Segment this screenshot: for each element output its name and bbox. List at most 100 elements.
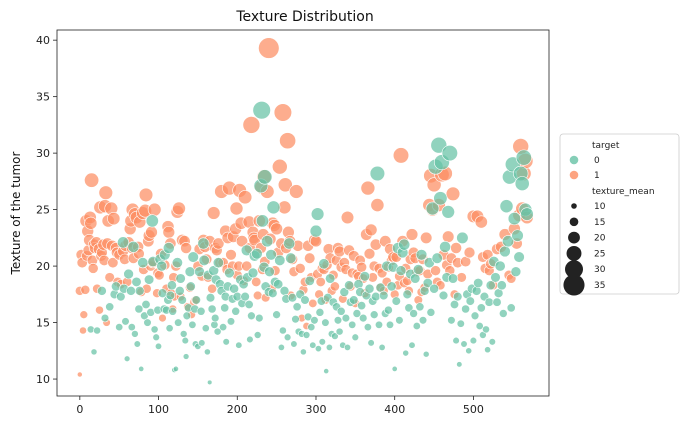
data-point-target-0: [212, 257, 224, 269]
data-point-target-1: [107, 257, 119, 269]
data-point-target-1: [294, 263, 306, 274]
data-point-target-0: [465, 296, 475, 306]
data-point-target-1: [370, 198, 385, 212]
y-tick-label: 35: [36, 91, 50, 104]
data-point-target-0: [422, 277, 433, 289]
data-point-target-0: [253, 331, 262, 339]
data-point-target-0: [166, 280, 177, 291]
data-point-target-0: [310, 207, 325, 221]
data-point-target-0: [315, 308, 325, 317]
data-point-target-1: [445, 186, 461, 201]
data-point-target-0: [484, 346, 492, 354]
data-point-target-0: [409, 309, 418, 318]
data-point-target-1: [329, 281, 340, 292]
data-point-target-0: [395, 316, 404, 325]
data-point-target-1: [248, 234, 261, 247]
data-point-target-1: [356, 261, 368, 273]
chart-title: Texture Distribution: [235, 9, 373, 25]
data-point-target-0: [123, 268, 134, 280]
data-point-target-0: [251, 247, 263, 260]
data-point-target-1: [158, 313, 167, 323]
data-point-target-1: [229, 201, 244, 216]
data-point-target-0: [255, 214, 270, 228]
data-point-target-0: [247, 311, 256, 321]
data-point-target-0: [447, 273, 459, 284]
data-point-target-0: [513, 251, 525, 263]
data-point-target-0: [307, 323, 316, 332]
data-point-target-0: [447, 316, 456, 325]
data-point-target-0: [404, 303, 414, 313]
data-point-target-0: [131, 330, 139, 338]
data-point-target-0: [353, 279, 364, 290]
data-point-target-0: [429, 283, 439, 294]
data-point-target-0: [461, 304, 471, 314]
data-point-target-1: [289, 184, 304, 199]
x-tick-label: 300: [305, 403, 326, 416]
data-point-target-1: [104, 272, 115, 283]
data-point-target-0: [279, 286, 290, 296]
data-point-target-0: [359, 313, 368, 323]
data-point-target-0: [265, 249, 277, 261]
x-tick-label: 200: [227, 403, 248, 416]
data-point-target-0: [172, 365, 179, 372]
data-point-target-0: [309, 224, 323, 238]
data-point-target-1: [277, 177, 293, 193]
data-point-target-0: [285, 252, 297, 264]
data-point-target-0: [357, 301, 367, 311]
data-point-target-0: [415, 302, 425, 312]
data-point-target-1: [340, 210, 355, 225]
data-point-target-0: [267, 288, 278, 298]
data-point-target-0: [367, 339, 375, 347]
data-point-target-1: [279, 132, 297, 150]
data-point-target-0: [127, 323, 136, 332]
data-point-target-0: [291, 315, 300, 324]
data-point-target-0: [86, 325, 95, 334]
data-point-target-1: [304, 252, 316, 264]
data-point-target-0: [402, 289, 413, 300]
data-point-target-0: [231, 306, 241, 316]
data-point-target-0: [485, 280, 496, 291]
data-point-target-0: [412, 321, 421, 330]
data-point-target-0: [185, 281, 196, 292]
data-point-target-0: [224, 267, 235, 279]
data-point-target-0: [252, 101, 271, 120]
data-point-target-0: [213, 327, 222, 336]
data-point-target-0: [488, 338, 496, 346]
data-point-target-1: [315, 276, 326, 287]
legend-size-marker: [563, 274, 585, 296]
data-point-target-1: [107, 212, 121, 226]
y-tick-label: 15: [36, 317, 50, 330]
legend-hue-entries: 01: [569, 155, 600, 181]
data-point-target-0: [441, 144, 458, 162]
data-point-target-0: [364, 283, 375, 294]
data-point-target-1: [363, 247, 376, 260]
data-point-target-0: [152, 333, 160, 342]
data-point-target-0: [273, 279, 284, 290]
data-point-target-0: [100, 313, 110, 323]
data-point-target-0: [188, 320, 197, 329]
data-point-target-1: [474, 215, 488, 229]
data-point-target-0: [137, 257, 149, 269]
data-point-target-0: [184, 266, 196, 278]
data-point-target-0: [351, 333, 360, 342]
data-point-target-0: [470, 311, 480, 321]
data-point-target-0: [318, 258, 330, 270]
data-point-target-0: [496, 280, 507, 291]
data-point-target-0: [425, 201, 440, 216]
data-point-target-0: [469, 336, 478, 345]
data-point-target-0: [331, 332, 339, 340]
data-point-target-1: [392, 147, 410, 164]
data-point-target-1: [225, 249, 237, 261]
data-point-target-1: [430, 265, 441, 276]
data-point-target-1: [270, 222, 283, 236]
data-point-target-1: [172, 201, 186, 216]
data-point-target-0: [244, 299, 254, 310]
data-point-target-0: [177, 295, 187, 305]
data-point-target-0: [441, 205, 455, 219]
data-point-target-0: [398, 238, 411, 251]
data-point-target-0: [410, 273, 421, 284]
data-point-target-0: [300, 295, 310, 305]
data-point-target-0: [283, 333, 292, 342]
data-point-target-1: [364, 223, 378, 237]
data-point-target-0: [422, 350, 430, 358]
